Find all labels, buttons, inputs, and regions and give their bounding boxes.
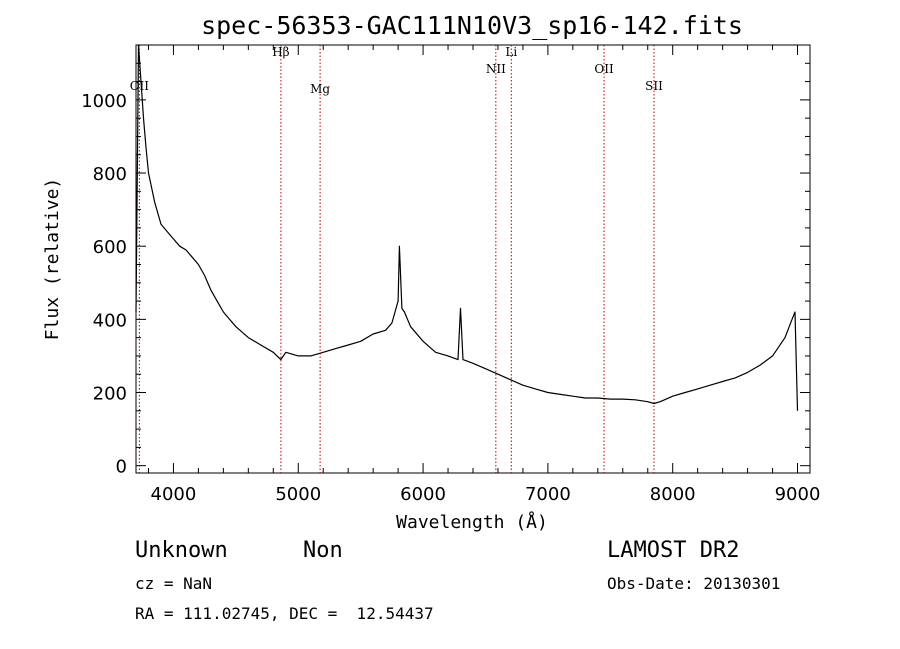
x-tick-label-5: 9000 <box>775 484 821 505</box>
line-label-3: NII <box>486 62 506 76</box>
line-label-4: Li <box>505 45 517 59</box>
y-tick-label-4: 800 <box>93 164 127 185</box>
y-tick-label-0: 0 <box>116 457 127 478</box>
y-axis-label: Flux (relative) <box>42 178 63 341</box>
y-axis-ticks: 0 200 400 600 800 1000 <box>81 62 810 478</box>
line-label-2: Mg <box>310 82 330 96</box>
y-tick-label-1: 200 <box>93 384 127 405</box>
x-axis-label: Wavelength (Å) <box>396 511 548 533</box>
object-class: Unknown <box>135 538 228 563</box>
plot-frame <box>135 44 811 474</box>
x-tick-label-4: 8000 <box>650 484 696 505</box>
observation-date: Obs-Date: 20130301 <box>607 574 781 593</box>
y-tick-label-5: 1000 <box>81 91 127 112</box>
x-axis-ticks: 4000 5000 6000 7000 8000 9000 <box>147 45 821 505</box>
y-tick-label-3: 600 <box>93 237 127 258</box>
redshift-cz: cz = NaN <box>135 574 213 593</box>
ra-dec-coordinates: RA = 111.02745, DEC = 12.54437 <box>135 604 434 623</box>
spectrum-series <box>135 44 799 411</box>
line-label-6: SII <box>645 79 663 93</box>
emission-line-markers: OII Hβ Mg NII Li OII SII <box>130 45 663 473</box>
survey-name: LAMOST DR2 <box>607 538 740 563</box>
line-label-1: Hβ <box>272 45 289 59</box>
y-tick-label-2: 400 <box>93 310 127 331</box>
x-tick-label-0: 4000 <box>151 484 197 505</box>
object-subclass: Non <box>303 538 343 563</box>
line-label-5: OII <box>594 62 614 76</box>
x-tick-label-2: 6000 <box>400 484 446 505</box>
x-tick-label-3: 7000 <box>525 484 571 505</box>
line-label-0: OII <box>130 79 150 93</box>
x-tick-label-1: 5000 <box>275 484 321 505</box>
chart-title: spec-56353-GAC111N10V3_sp16-142.fits <box>201 11 743 40</box>
spectrum-line-0 <box>135 44 799 411</box>
